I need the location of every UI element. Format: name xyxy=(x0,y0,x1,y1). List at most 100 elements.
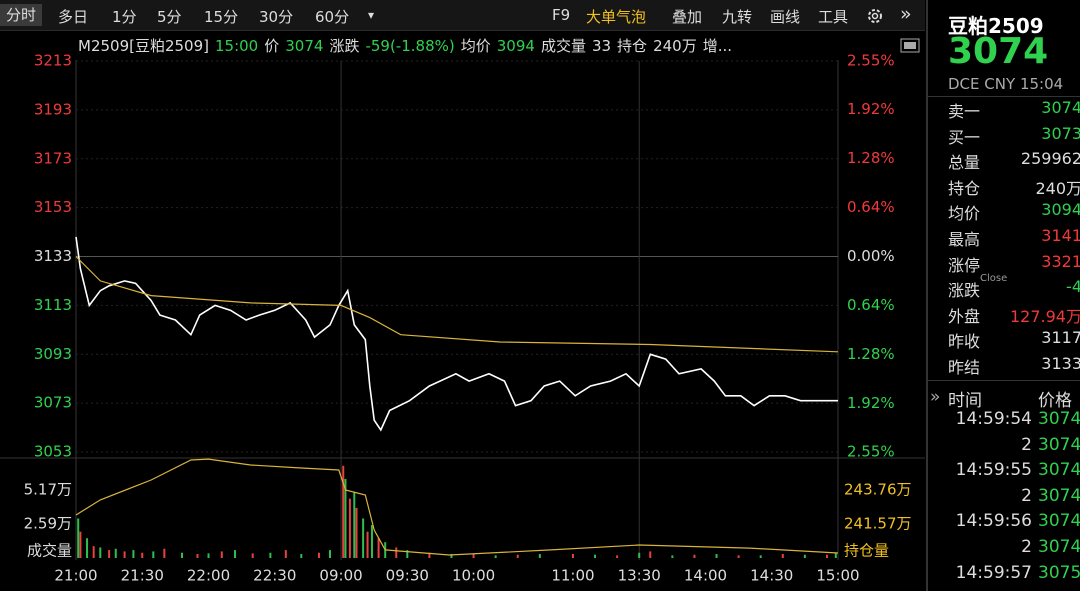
symbol: M2509[豆粕2509] xyxy=(78,37,209,55)
tool[interactable]: 九转 xyxy=(722,8,753,26)
quote-value: 3094 xyxy=(1041,200,1080,220)
trade-time: 14:59:57 xyxy=(955,562,1032,583)
tab[interactable]: 30分 xyxy=(259,8,294,26)
trade-header: 时间 xyxy=(948,391,982,411)
label: 持仓 xyxy=(617,37,648,55)
info-bar: M2509[豆粕2509] 15:00 价 3074 涨跌 -59(-1.88%) 均价 30… xyxy=(78,35,738,56)
volume-bar xyxy=(671,555,674,558)
quote-value: 3133 xyxy=(1041,354,1080,373)
volume-bar xyxy=(181,552,184,558)
y-tick-label: 3113 xyxy=(34,296,72,314)
x-tick-label: 11:00 xyxy=(551,567,594,585)
y-tick-label: 5.17万 xyxy=(24,480,72,498)
volume-bar xyxy=(638,552,641,558)
volume-bar xyxy=(715,554,718,558)
quote-row: 均价 3094 xyxy=(948,200,1080,224)
volume-bar xyxy=(220,551,223,558)
toolbar: 分时 多日 1分 5分 15分 30分 60分 ▾ F9 大单气泡 叠加 九转 … xyxy=(0,0,925,31)
y2-axis-label: 持仓量 xyxy=(844,542,889,560)
y-tick-label: 3173 xyxy=(34,149,72,167)
volume-bar xyxy=(781,554,784,558)
volume-bar xyxy=(123,551,126,558)
x-tick-label: 22:30 xyxy=(253,567,296,585)
label: 均价 xyxy=(460,37,491,55)
quote-value: 240万 xyxy=(1035,178,1080,198)
quote-row: 昨收 3117 xyxy=(948,328,1080,352)
expand[interactable]: » xyxy=(900,3,912,25)
value: 3094 xyxy=(496,37,535,55)
quote-label: 均价 xyxy=(948,204,981,224)
quote-row: 持仓 240万 xyxy=(948,175,1080,199)
y2-tick-label: 243.76万 xyxy=(844,480,912,498)
volume-bar xyxy=(207,553,210,558)
y2-tick-label: 2.55% xyxy=(847,443,895,461)
expand[interactable]: » xyxy=(930,387,941,407)
volume-bar xyxy=(693,554,696,558)
quote-row: 外盘 127.94万 xyxy=(948,303,1080,327)
quote-value: 259962 xyxy=(1020,149,1080,169)
quote-label: 昨结 xyxy=(948,358,981,377)
value: 3074 xyxy=(285,37,324,55)
y2-tick-label: 1.92% xyxy=(847,394,895,412)
quote-label: 最高 xyxy=(948,230,981,249)
volume-bar xyxy=(355,507,358,558)
tool[interactable]: 大单气泡 xyxy=(586,8,647,26)
volume-bar xyxy=(269,552,272,558)
settings-icon[interactable] xyxy=(866,7,884,25)
trade-price: 3074 xyxy=(1038,485,1080,506)
quote-value: 3321 xyxy=(1041,251,1080,271)
quote-label: 涨跌 xyxy=(948,281,981,301)
volume-bar xyxy=(77,518,80,558)
dropdown[interactable]: ▾ xyxy=(368,8,375,22)
time: 15:00 xyxy=(215,37,259,55)
volume-bar xyxy=(163,548,166,558)
line xyxy=(75,458,839,556)
quote-value: 3141 xyxy=(1041,226,1080,245)
volume-bar xyxy=(406,550,409,558)
volume-bar xyxy=(86,538,89,558)
tool[interactable]: 工具 xyxy=(818,8,849,26)
tool[interactable]: 叠加 xyxy=(672,8,703,26)
volume-bar xyxy=(395,547,398,558)
tool[interactable]: 画线 xyxy=(770,8,801,26)
tab[interactable]: 15分 xyxy=(204,8,239,26)
tab[interactable]: 60分 xyxy=(315,8,350,26)
volume-bar xyxy=(538,554,541,558)
window-icon[interactable] xyxy=(900,38,920,54)
y2-tick-label: 1.92% xyxy=(847,100,895,118)
trade-price: 3075 xyxy=(1038,562,1080,583)
y2-tick-label: 0.64% xyxy=(847,198,895,216)
x-tick-label: 22:00 xyxy=(187,567,230,585)
value: -59(-1.88%) xyxy=(365,37,455,55)
volume-bar xyxy=(366,531,369,558)
tab[interactable]: 多日 xyxy=(58,8,89,26)
volume-bar xyxy=(99,547,102,558)
tab[interactable]: 1分 xyxy=(112,8,137,26)
trade-price: 3074 xyxy=(1038,409,1080,429)
volume-bar xyxy=(114,548,117,558)
y2-tick-label: 1.28% xyxy=(847,345,895,363)
exchange: DCE xyxy=(948,75,980,93)
tab[interactable]: 分时 xyxy=(0,4,43,26)
volume-bar xyxy=(251,553,254,558)
tab[interactable]: 5分 xyxy=(157,8,182,26)
chart: 3213 3193 3173 3153 3133 3113 3093 3073 3053 2.55… xyxy=(0,52,925,585)
trade-time: 14:59:56 xyxy=(955,511,1032,532)
x-tick-label: 21:00 xyxy=(54,567,97,585)
quote-title: 豆粕2509 xyxy=(948,14,1044,38)
x-tick-label: 10:00 xyxy=(452,567,495,585)
value: 33 xyxy=(591,37,612,55)
line xyxy=(75,256,839,353)
quote-row: 昨结 3133 xyxy=(948,354,1080,378)
volume-bar xyxy=(834,552,837,558)
quote-time: 15:04 xyxy=(1019,75,1064,93)
tool[interactable]: F9 xyxy=(552,6,571,24)
volume-bar xyxy=(234,550,237,558)
volume-bar xyxy=(472,554,475,558)
quote-row: 买一 3073 xyxy=(948,124,1080,148)
x-tick-label: 13:30 xyxy=(618,567,661,585)
quote-row: 卖一 3074 xyxy=(948,98,1080,122)
volume-bar xyxy=(825,554,828,558)
volume-bar xyxy=(79,531,82,558)
volume-bar xyxy=(132,550,135,558)
